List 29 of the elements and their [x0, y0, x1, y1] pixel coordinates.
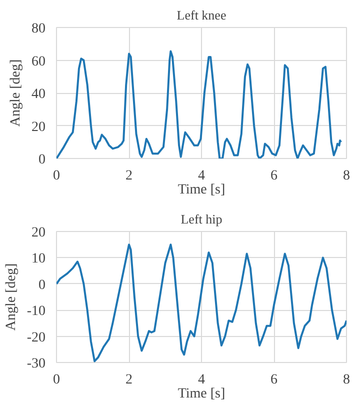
line-series [56, 244, 346, 362]
x-axis-title: Time [s] [178, 182, 226, 198]
y-tick-label: 60 [32, 54, 46, 70]
chart-title: Left hip [180, 212, 222, 226]
x-tick-label: 2 [126, 372, 132, 388]
y-tick-label: 0 [38, 278, 46, 293]
x-tick-label: 6 [270, 372, 278, 388]
y-axis-title: Angle [deg] [8, 59, 24, 127]
chart-title: Left knee [176, 8, 226, 22]
y-tick-label: 10 [32, 252, 46, 267]
y-tick-label: -30 [26, 356, 46, 372]
x-tick-label: 8 [343, 372, 350, 388]
y-tick-label: 20 [32, 226, 46, 240]
x-tick-label: 4 [198, 372, 205, 388]
x-axis-title: Time [s] [178, 386, 226, 402]
x-tick-label: 0 [53, 372, 60, 388]
y-tick-label: -20 [26, 330, 46, 346]
x-tick-label: 6 [270, 168, 278, 184]
line-series [56, 50, 342, 158]
y-axis-title: Angle [deg] [4, 263, 19, 331]
y-tick-label: 40 [32, 87, 46, 102]
y-tick-label: 20 [32, 120, 46, 135]
x-tick-label: 4 [198, 168, 205, 184]
x-tick-label: 0 [53, 168, 60, 184]
x-tick-label: 8 [343, 168, 350, 184]
x-tick-label: 2 [126, 168, 132, 184]
y-tick-label: -10 [26, 304, 46, 320]
y-tick-label: 0 [38, 152, 46, 168]
y-tick-label: 80 [32, 22, 46, 36]
